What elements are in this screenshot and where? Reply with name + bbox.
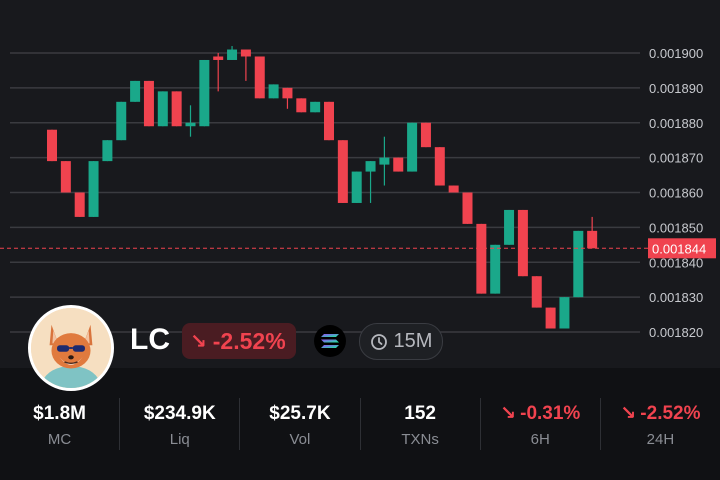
candle-body: [448, 185, 459, 193]
clock-icon: [370, 333, 387, 350]
candle-body: [296, 98, 307, 113]
token-symbol: LC: [130, 323, 170, 356]
solana-chain-icon: [314, 325, 346, 357]
stat-change-24h: ↘ -2.52% 24H: [601, 398, 720, 450]
stat-liquidity: $234.9K Liq: [120, 398, 241, 450]
candle-body: [227, 49, 238, 60]
stat-label: 24H: [646, 430, 675, 448]
candle-body: [310, 101, 321, 113]
candle-body: [88, 161, 99, 217]
stat-label: MC: [47, 430, 72, 448]
price-change-badge: ↘ -2.52%: [182, 323, 296, 359]
y-tick-label: 0.001860: [649, 186, 703, 201]
candle-body: [559, 297, 570, 329]
candle-body: [407, 122, 418, 172]
stat-value: 152: [404, 402, 436, 424]
stat-label: Vol: [289, 430, 311, 448]
candle-body: [351, 171, 362, 203]
current-price-tag: [648, 238, 716, 259]
candle-body: [282, 87, 293, 99]
candle-body: [531, 276, 542, 308]
candle-body: [157, 91, 168, 127]
fox-avatar-icon: [31, 308, 111, 388]
stat-value: -0.31%: [520, 402, 581, 424]
candle-body: [434, 147, 445, 186]
stat-volume: $25.7K Vol: [240, 398, 361, 450]
candle-body: [545, 307, 556, 329]
arrow-down-right-icon: ↘: [190, 330, 207, 353]
y-tick-label: 0.001900: [649, 46, 703, 61]
interval-label: 15M: [393, 330, 433, 352]
candle-body: [102, 140, 113, 162]
stat-value: $25.7K: [269, 402, 331, 424]
stat-change-6h: ↘ -0.31% 6H: [481, 398, 601, 450]
candle-body: [587, 230, 598, 249]
stat-value: -2.52%: [640, 402, 701, 424]
candle-body: [393, 157, 404, 172]
stat-value: $234.9K: [143, 402, 216, 424]
candle-body: [240, 49, 251, 57]
current-price-label: 0.001844: [652, 241, 706, 256]
stat-label: 6H: [530, 430, 550, 448]
y-tick-label: 0.001840: [649, 255, 703, 270]
candle-body: [268, 84, 279, 99]
candle-body: [254, 56, 265, 99]
stat-transactions: 152 TXNs: [361, 398, 481, 450]
candle-body: [199, 59, 210, 127]
candle-body: [116, 101, 127, 141]
candle-body: [60, 161, 71, 193]
candle-body: [337, 140, 348, 203]
candle-body: [171, 91, 182, 127]
candle-body: [130, 80, 141, 102]
y-tick-label: 0.001830: [649, 290, 703, 305]
candle-body: [74, 192, 85, 217]
token-avatar: [28, 305, 114, 391]
stat-value: $1.8M: [33, 402, 86, 424]
candle-body: [504, 209, 515, 245]
price-change-value: -2.52%: [212, 327, 286, 354]
arrow-down-right-icon: ↘: [620, 403, 637, 424]
y-tick-label: 0.001890: [649, 81, 703, 96]
candle-body: [365, 161, 376, 172]
candle-body: [324, 101, 334, 141]
candle-body: [185, 122, 196, 127]
candle-body: [213, 56, 224, 60]
candle-body: [517, 209, 528, 277]
y-tick-label: 0.001820: [649, 325, 703, 340]
candle-body: [490, 244, 501, 294]
y-tick-label: 0.001880: [649, 116, 703, 131]
candle-body: [420, 122, 431, 148]
candle-body: [47, 129, 57, 162]
candle-body: [573, 230, 584, 298]
interval-selector[interactable]: 15M: [359, 323, 443, 360]
y-tick-label: 0.001870: [649, 151, 703, 166]
arrow-down-right-icon: ↘: [500, 403, 517, 424]
candle-body: [379, 157, 390, 165]
stat-market-cap: $1.8M MC: [0, 398, 121, 450]
candle-body: [462, 192, 473, 224]
y-tick-label: 0.001850: [649, 220, 703, 235]
stat-label: Liq: [169, 430, 190, 448]
candle-body: [476, 223, 487, 294]
stat-label: TXNs: [401, 430, 439, 448]
candle-body: [143, 80, 154, 127]
stats-bar: $1.8M MC $234.9K Liq $25.7K Vol 152 TXNs…: [0, 398, 720, 450]
